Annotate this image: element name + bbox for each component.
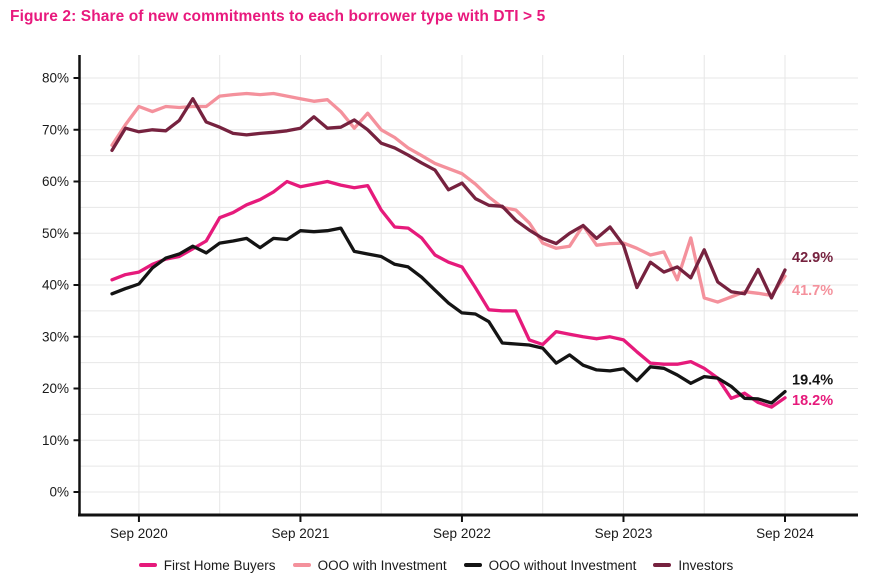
series-line-ooo-without-investment bbox=[110, 226, 787, 405]
legend-label: OOO without Investment bbox=[488, 557, 637, 573]
line-chart: 0% 10% 20% 30% 40% 50% 60% 70% 80% Sep 2020 Sep 20… bbox=[42, 55, 858, 541]
chart-legend: First Home Buyers OOO with Investment OOO … bbox=[0, 552, 872, 578]
legend-label: Investors bbox=[678, 557, 734, 573]
legend-label: OOO with Investment bbox=[317, 557, 447, 573]
x-tick-label: Sep 2024 bbox=[756, 526, 814, 541]
y-tick-label: 30% bbox=[42, 329, 69, 344]
x-tick-label: Sep 2022 bbox=[433, 526, 491, 541]
y-tick-label: 20% bbox=[42, 381, 69, 396]
legend-swatch-icon bbox=[138, 562, 157, 568]
end-value-label: 42.9% bbox=[792, 250, 833, 266]
legend-label: First Home Buyers bbox=[163, 557, 276, 573]
series-line-investors bbox=[110, 97, 787, 300]
y-tick-label: 80% bbox=[42, 71, 69, 86]
end-value-label: 18.2% bbox=[792, 393, 833, 409]
y-tick-label: 60% bbox=[42, 174, 69, 189]
x-tick-label: Sep 2021 bbox=[272, 526, 330, 541]
legend-item-first-home-buyers: First Home Buyers bbox=[138, 557, 276, 573]
legend-item-investors: Investors bbox=[653, 558, 733, 573]
series-line-ooo-with-investment bbox=[110, 91, 787, 304]
y-tick-label: 10% bbox=[42, 433, 69, 448]
series-line-first-home-buyers bbox=[110, 179, 787, 409]
y-tick-label: 0% bbox=[49, 485, 69, 500]
x-tick-label: Sep 2020 bbox=[110, 526, 168, 541]
y-tick-label: 50% bbox=[42, 226, 69, 241]
legend-swatch-icon bbox=[653, 562, 672, 568]
figure-title: Figure 2: Share of new commitments to ea… bbox=[10, 8, 546, 25]
y-tick-label: 70% bbox=[42, 122, 69, 137]
x-tick-label: Sep 2023 bbox=[595, 526, 653, 541]
legend-swatch-icon bbox=[292, 562, 311, 568]
end-value-label: 19.4% bbox=[792, 373, 833, 389]
legend-item-ooo-with-investment: OOO with Investment bbox=[292, 557, 447, 573]
y-tick-label: 40% bbox=[42, 278, 69, 293]
legend-item-ooo-without-investment: OOO without Investment bbox=[463, 557, 637, 573]
legend-swatch-icon bbox=[463, 562, 482, 568]
end-value-label: 41.7% bbox=[792, 283, 833, 299]
